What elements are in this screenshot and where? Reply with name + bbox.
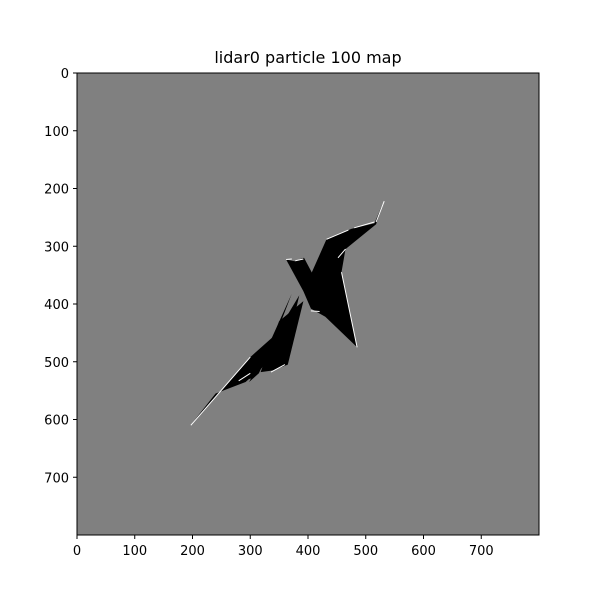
y-tick-label: 400: [44, 298, 69, 313]
occupied-line-5: [375, 201, 385, 223]
free-region-2: [286, 259, 307, 292]
occupied-line-4: [354, 221, 375, 229]
occupied-line-6: [341, 272, 358, 348]
plot-area: [76, 72, 540, 536]
occupied-line-0: [190, 356, 251, 426]
x-tick-label: 300: [238, 544, 263, 559]
y-tick-label: 300: [44, 240, 69, 255]
occupied-line-10: [310, 310, 320, 312]
free-space-regions: [189, 202, 384, 427]
occupied-line-1: [238, 372, 251, 382]
x-tick-label: 700: [469, 544, 494, 559]
y-tick-label: 600: [44, 414, 69, 429]
occupied-line-9: [286, 258, 292, 260]
free-region-3: [303, 202, 384, 348]
y-tick-label: 700: [44, 471, 69, 486]
x-tick-label: 600: [411, 544, 436, 559]
occupied-line-2: [270, 364, 286, 373]
y-tick-label: 200: [44, 183, 69, 198]
occupied-line-8: [295, 258, 304, 262]
x-tick-label: 0: [73, 544, 81, 559]
occupied-line-3: [326, 229, 349, 240]
x-axis: 0 100 200 300 400 500 600 700: [73, 535, 494, 559]
y-tick-label: 100: [44, 125, 69, 140]
y-axis: 0 100 200 300 400 500 600 700: [44, 67, 77, 486]
x-tick-label: 200: [180, 544, 205, 559]
x-tick-label: 400: [296, 544, 321, 559]
free-region-0: [189, 295, 300, 427]
x-tick-label: 500: [353, 544, 378, 559]
occupied-line-7: [337, 248, 346, 259]
y-tick-label: 0: [61, 67, 69, 82]
map-background: [77, 73, 539, 535]
occupied-cells: [190, 201, 385, 426]
y-tick-label: 500: [44, 356, 69, 371]
x-tick-label: 100: [122, 544, 147, 559]
chart-title: lidar0 particle 100 map: [214, 48, 401, 67]
